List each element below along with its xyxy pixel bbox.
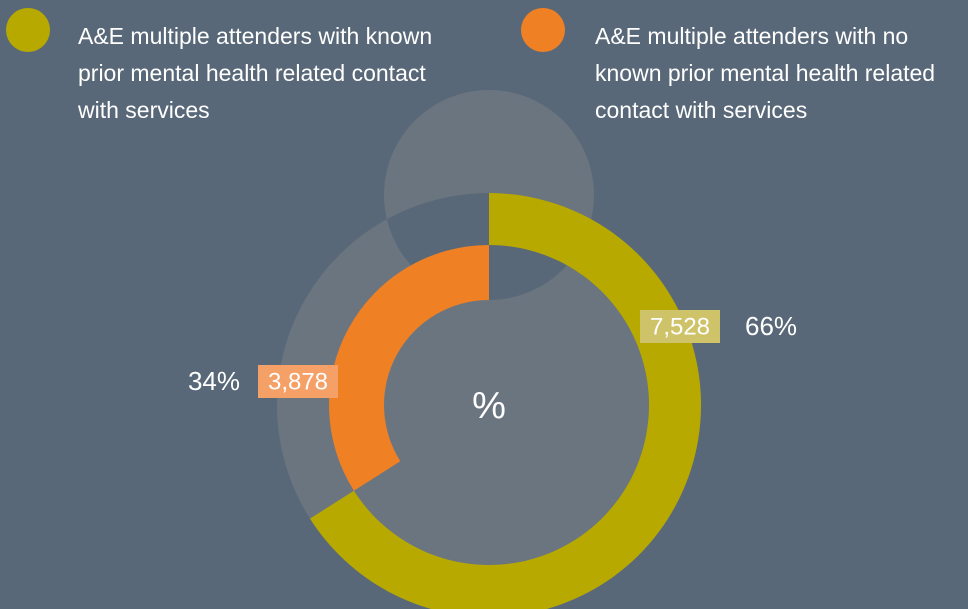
count-label-box — [258, 365, 338, 398]
count-label-box — [640, 310, 720, 343]
legend-entry: A&E multiple attenders with no known pri… — [595, 23, 936, 123]
value-label: 66% — [745, 311, 797, 341]
donut-segment — [329, 245, 489, 491]
legend-swatch-0 — [6, 8, 50, 52]
count-label: 7,528 — [650, 313, 710, 340]
legend-swatch-1 — [521, 8, 565, 52]
count-label: 3,878 — [268, 368, 328, 395]
legend-entry: A&E multiple attenders with known prior … — [78, 23, 433, 123]
value-label: 34% — [188, 366, 240, 396]
ring-track — [277, 90, 701, 609]
center-label: % — [472, 385, 506, 427]
